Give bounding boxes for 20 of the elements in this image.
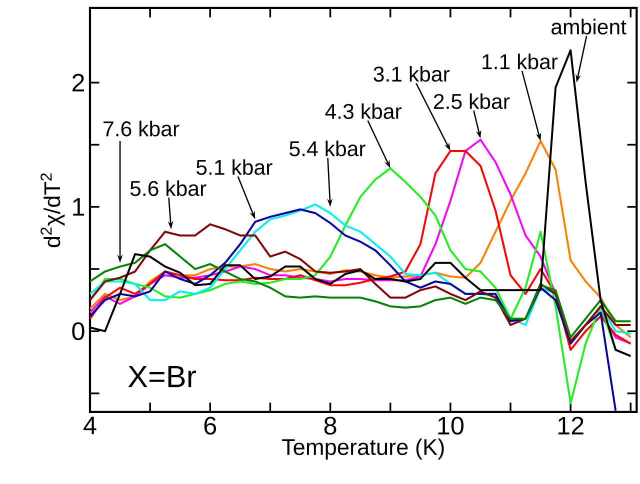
x-axis-title: Temperature (K) — [282, 438, 444, 460]
y-axis-title: d$^{2}$χ/dT$^{2}$ — [40, 173, 65, 248]
y-tick-label: 1 — [73, 198, 84, 216]
x-tick-label: 8 — [324, 416, 336, 435]
x-tick-label: 10 — [438, 416, 464, 435]
annotation: 4.3 kbar — [325, 103, 402, 119]
y-tick-label: 2 — [72, 74, 84, 92]
x-tick-label: 12 — [558, 416, 584, 434]
annotation: ambient — [552, 18, 626, 34]
annotation: 7.6 kbar — [104, 120, 180, 136]
x-tick-label: 6 — [204, 416, 216, 435]
annotation: 1.1 kbar — [482, 54, 558, 70]
annotation: 5.6 kbar — [130, 180, 206, 196]
annotation: 2.5 kbar — [434, 93, 510, 110]
annotation: 3.1 kbar — [374, 66, 450, 82]
annotation: 5.4 kbar — [290, 140, 366, 156]
annotation: 5.1 kbar — [196, 159, 272, 175]
annotation: X=Br — [128, 366, 196, 388]
x-tick-label: 4 — [84, 416, 96, 434]
y-tick-label: 0 — [72, 322, 84, 340]
